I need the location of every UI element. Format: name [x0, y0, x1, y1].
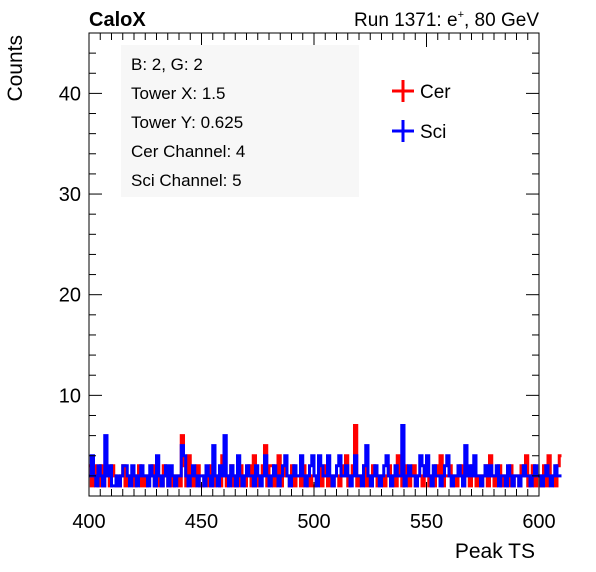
legend-marker-sci [392, 120, 414, 142]
info-line-tower-x: Tower X: 1.5 [131, 84, 226, 103]
legend-marker-cer [392, 80, 414, 102]
info-box-background [121, 45, 359, 197]
y-tick-label: 20 [59, 285, 81, 307]
x-tick-label: 550 [410, 511, 443, 533]
x-tick-label: 600 [522, 511, 555, 533]
brand-title: CaloX [89, 9, 146, 31]
legend: Cer Sci [392, 80, 451, 143]
x-tick-label: 450 [185, 511, 218, 533]
info-line-board: B: 2, G: 2 [131, 55, 203, 74]
y-tick-label: 30 [59, 184, 81, 206]
info-line-tower-y: Tower Y: 0.625 [131, 113, 243, 132]
x-axis-label: Peak TS [455, 540, 535, 563]
info-line-cer-channel: Cer Channel: 4 [131, 142, 245, 161]
axis-layer: 400 450 500 550 600 10 20 30 40 [59, 33, 556, 533]
x-tick-label: 400 [72, 511, 105, 533]
legend-label-cer: Cer [420, 82, 451, 103]
histogram-series-layer [89, 424, 562, 488]
run-info: Run 1371: e+, 80 GeV [354, 9, 539, 31]
y-tick-label: 10 [59, 385, 81, 407]
legend-label-sci: Sci [420, 122, 446, 143]
x-tick-label: 500 [297, 511, 330, 533]
y-axis-label: Counts [4, 35, 27, 102]
info-line-sci-channel: Sci Channel: 5 [131, 171, 242, 190]
series-sci-line [89, 424, 562, 488]
y-tick-label: 40 [59, 83, 81, 105]
